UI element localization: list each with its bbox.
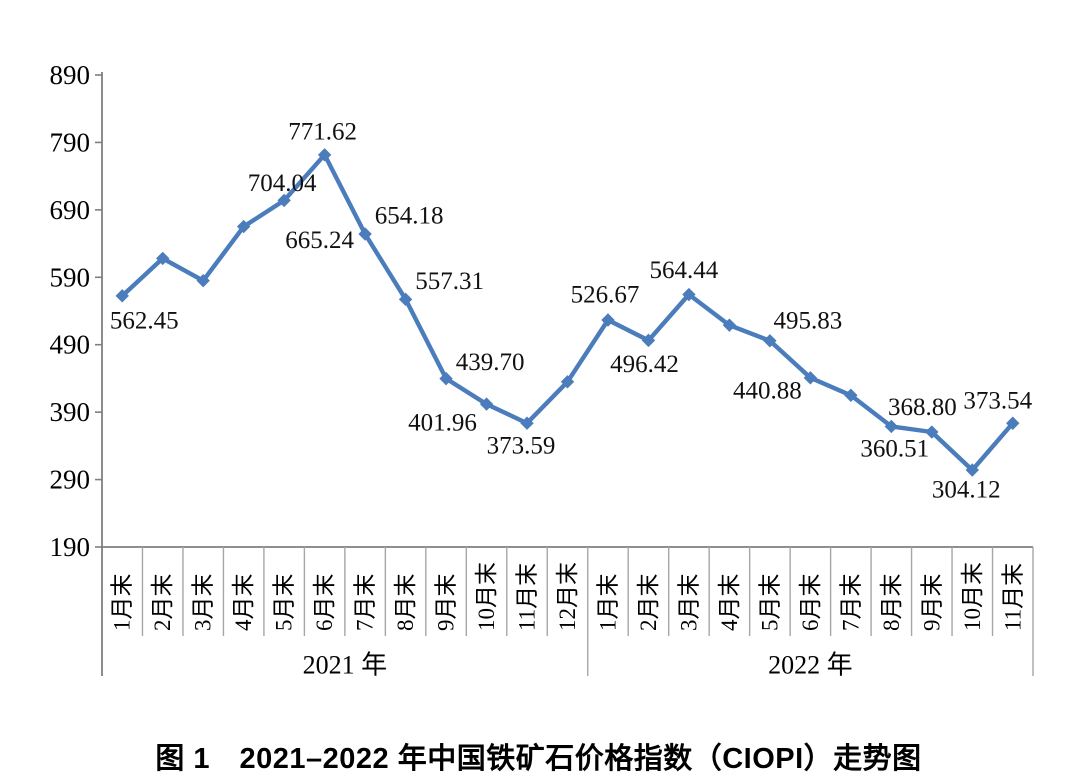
data-point-marker bbox=[884, 419, 899, 434]
data-point-marker bbox=[317, 148, 332, 162]
x-axis-month-label: 1月末 bbox=[595, 574, 620, 632]
data-point-label: 496.42 bbox=[610, 351, 679, 378]
data-point-marker bbox=[115, 289, 129, 303]
chart-canvas: 890 790 690 590 490 390 290 190 1月末 2月末 3月末 4月末 5月末 6… bbox=[50, 60, 1034, 680]
x-axis-month-label: 5月末 bbox=[757, 574, 782, 632]
x-axis-month-label: 7月末 bbox=[353, 574, 378, 632]
data-point-marker bbox=[560, 375, 575, 389]
data-point-marker bbox=[682, 287, 696, 302]
y-axis-tick-label: 790 bbox=[50, 127, 91, 157]
data-point-marker bbox=[803, 371, 818, 385]
x-axis-year-label: 2021 年 bbox=[303, 651, 388, 680]
data-point-marker bbox=[1006, 416, 1020, 430]
data-point-label: 562.45 bbox=[110, 307, 179, 334]
y-axis-tick-label: 290 bbox=[50, 465, 91, 495]
data-point-marker bbox=[722, 318, 737, 332]
figure-caption: 图 1 2021–2022 年中国铁矿石价格指数（CIOPI）走势图 bbox=[155, 743, 922, 775]
data-point-label: 564.44 bbox=[650, 257, 719, 284]
y-axis-tick-label: 690 bbox=[50, 195, 91, 225]
data-point-label: 304.12 bbox=[932, 477, 1001, 504]
data-point-label: 439.70 bbox=[456, 349, 525, 376]
x-axis-month-label: 9月末 bbox=[919, 574, 944, 632]
data-point-label: 557.31 bbox=[415, 268, 484, 295]
data-point-label: 495.83 bbox=[774, 307, 843, 334]
data-point-label: 360.51 bbox=[860, 436, 929, 463]
x-axis-month-label: 7月末 bbox=[838, 574, 863, 632]
x-axis-month-label: 10月末 bbox=[960, 562, 985, 631]
data-point-label: 665.24 bbox=[285, 227, 354, 254]
series-line bbox=[119, 152, 1015, 473]
data-point-marker bbox=[358, 227, 372, 241]
data-point-marker bbox=[844, 388, 858, 402]
data-point-marker bbox=[763, 334, 777, 348]
data-point-label: 440.88 bbox=[733, 377, 802, 404]
data-point-label: 373.54 bbox=[963, 388, 1032, 415]
x-axis-month-label: 8月末 bbox=[879, 574, 904, 632]
y-axis-tick-label: 190 bbox=[50, 532, 91, 562]
x-axis-month-label: 6月末 bbox=[312, 574, 337, 632]
x-axis-month-label: 5月末 bbox=[272, 574, 297, 632]
x-axis-month-label: 8月末 bbox=[393, 574, 418, 632]
x-axis-month-label: 2月末 bbox=[636, 574, 661, 632]
data-point-marker bbox=[439, 371, 453, 386]
data-point-marker bbox=[479, 397, 494, 411]
data-point-marker bbox=[925, 425, 939, 439]
data-point-marker bbox=[156, 251, 170, 266]
x-axis-month-label: 4月末 bbox=[231, 574, 256, 632]
x-axis-month-label: 9月末 bbox=[434, 574, 459, 632]
x-axis-year-label: 2022 年 bbox=[768, 651, 853, 680]
data-point-marker bbox=[398, 292, 413, 307]
x-axis-month-label: 2月末 bbox=[150, 574, 175, 632]
x-axis-month-label: 11月末 bbox=[1000, 563, 1025, 631]
data-point-label: 654.18 bbox=[375, 203, 444, 230]
data-point-label: 704.04 bbox=[248, 170, 317, 197]
y-axis-tick-label: 490 bbox=[50, 330, 91, 360]
data-point-marker bbox=[196, 273, 210, 288]
x-axis-month-label: 1月末 bbox=[110, 574, 135, 632]
x-axis-month-label: 3月末 bbox=[676, 574, 701, 632]
x-axis-month-label: 12月末 bbox=[555, 562, 580, 631]
x-axis-month-label: 11月末 bbox=[515, 563, 540, 631]
y-axis-tick-label: 590 bbox=[50, 262, 91, 292]
data-point-label: 771.62 bbox=[288, 118, 357, 145]
data-point-label: 401.96 bbox=[408, 410, 477, 437]
data-point-label: 526.67 bbox=[571, 281, 640, 308]
x-axis-month-label: 10月末 bbox=[474, 562, 499, 631]
data-point-marker bbox=[520, 416, 534, 430]
x-axis-month-label: 3月末 bbox=[191, 574, 216, 632]
data-point-marker bbox=[641, 333, 656, 348]
x-axis-month-label: 4月末 bbox=[717, 574, 742, 632]
data-point-marker bbox=[601, 313, 615, 327]
data-point-marker bbox=[965, 463, 979, 477]
x-axis-month-label: 6月末 bbox=[798, 574, 823, 632]
data-point-label: 368.80 bbox=[888, 394, 957, 421]
data-point-marker bbox=[236, 219, 251, 234]
y-axis-tick-label: 390 bbox=[50, 397, 91, 427]
y-axis-tick-label: 890 bbox=[50, 60, 91, 90]
data-point-marker bbox=[277, 193, 291, 208]
data-point-label: 373.59 bbox=[487, 433, 556, 460]
